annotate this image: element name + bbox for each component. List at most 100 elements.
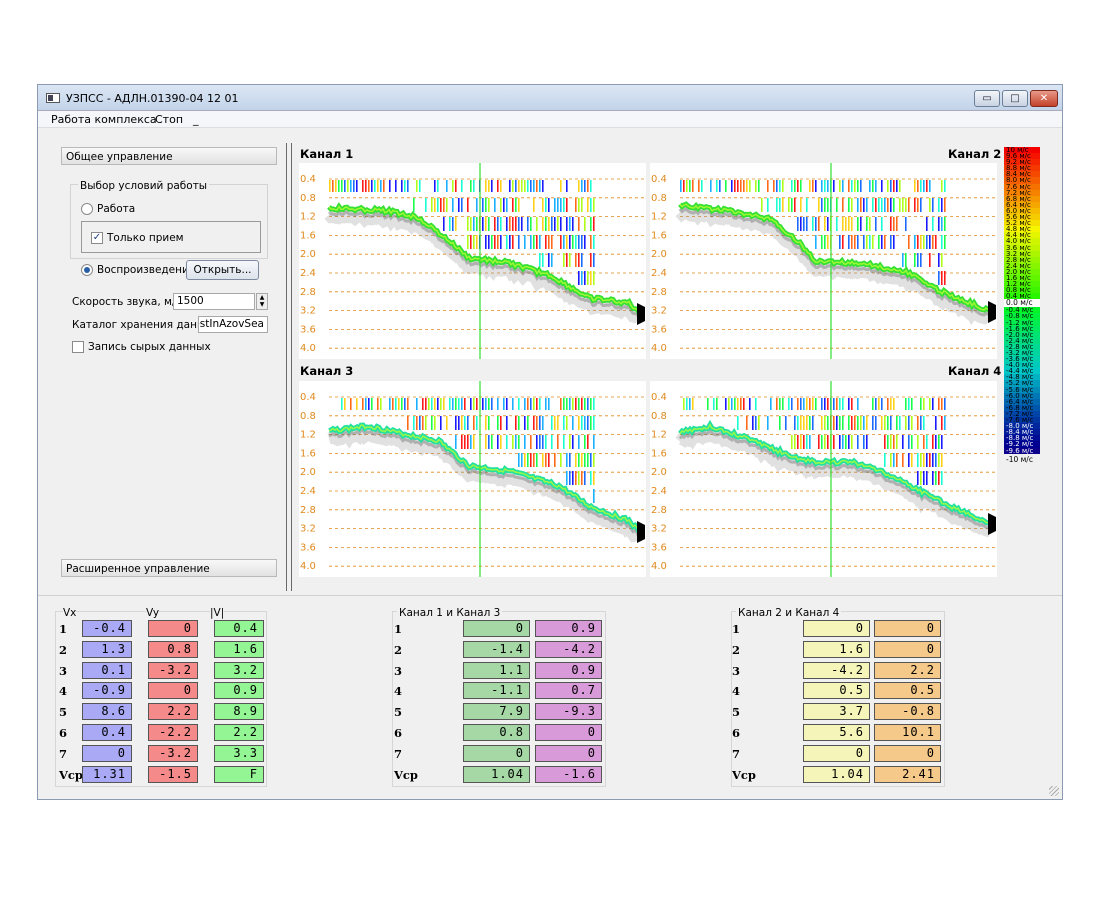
channel-3-plot[interactable]: 0.4 0.8 1.2 1.6 2.0 2.4 2.8 3.2 3.6 4.0 — [299, 381, 646, 577]
velocity-stripe — [527, 453, 529, 467]
velocity-stripe — [785, 198, 787, 212]
catalog-input[interactable]: testInAzovSea/ — [198, 316, 268, 333]
velocity-stripe — [848, 435, 850, 449]
raw-data-checkbox[interactable] — [72, 341, 84, 353]
resize-grip[interactable] — [1049, 786, 1059, 796]
open-button[interactable]: Открыть... — [186, 260, 259, 280]
channel-2-plot[interactable]: 0.4 0.8 1.2 1.6 2.0 2.4 2.8 3.2 3.6 4.0 — [650, 163, 997, 359]
row-label: 5 — [59, 705, 68, 720]
seabed-highlight — [679, 423, 991, 525]
seabed-shadow — [327, 208, 641, 319]
legend-item: 1.6 м/с — [1004, 274, 1040, 282]
velocity-stripe — [884, 235, 886, 249]
velocity-stripe — [476, 217, 478, 231]
depth-tick-label: 2.4 — [300, 486, 316, 497]
seabed-shadow — [328, 428, 641, 538]
velocity-stripe — [572, 416, 574, 430]
velocity-stripe — [446, 398, 448, 410]
velocity-stripe — [428, 398, 430, 410]
playback-radio[interactable] — [81, 264, 93, 276]
maximize-button[interactable]: □ — [1002, 90, 1028, 107]
depth-tick-label: 1.2 — [651, 430, 667, 441]
depth-tick-label: 3.2 — [651, 306, 667, 317]
minimize-button[interactable]: ▭ — [974, 90, 1000, 107]
velocity-stripe — [818, 217, 820, 231]
velocity-stripe — [755, 180, 757, 192]
receive-only-checkbox[interactable]: ✓ — [91, 232, 103, 244]
velocity-stripe — [773, 398, 775, 410]
velocity-stripe — [800, 198, 802, 212]
vy-value: -1.5 — [148, 765, 198, 783]
velocity-stripe — [749, 180, 751, 192]
depth-tick-label: 2.0 — [300, 467, 316, 478]
velocity-stripe — [455, 435, 457, 449]
velocity-stripe — [467, 435, 469, 449]
velocity-stripe — [485, 217, 487, 231]
sound-speed-input[interactable]: 1500 — [173, 293, 255, 310]
depth-tick-label: 2.8 — [651, 287, 667, 298]
depth-tick-label: 2.8 — [300, 505, 316, 516]
menu-item-work[interactable]: Работа комплекса — [51, 113, 157, 126]
menu-item-extra[interactable]: _ — [193, 113, 199, 126]
sound-speed-spinner[interactable]: ▲ ▼ — [256, 293, 268, 310]
velocity-stripe — [569, 235, 571, 249]
velocity-stripe — [944, 180, 946, 192]
channel-2-4-value-b: -0.8 — [874, 703, 941, 721]
velocity-stripe — [881, 398, 883, 410]
depth-tick-label: 1.6 — [651, 230, 667, 241]
velocity-stripe — [842, 198, 844, 212]
velocity-stripe — [497, 217, 499, 231]
velocity-stripe — [707, 398, 709, 410]
velocity-stripe — [794, 435, 796, 449]
legend-item: 2.4 м/с — [1004, 262, 1040, 269]
depth-tick-label: 1.6 — [300, 448, 316, 459]
velocity-stripe — [566, 180, 568, 192]
velocity-stripe — [908, 198, 910, 212]
velocity-stripe — [863, 435, 865, 449]
velocity-stripe — [908, 435, 910, 449]
velocity-stripe — [833, 180, 835, 192]
depth-tick-label: 3.6 — [300, 542, 316, 553]
advanced-control-button[interactable]: Расширенное управление — [61, 559, 277, 577]
velocity-stripe — [578, 198, 580, 212]
close-button[interactable]: ✕ — [1030, 90, 1058, 107]
velocity-stripe — [917, 453, 919, 467]
splitter-line[interactable] — [291, 143, 292, 591]
velocity-stripe — [566, 198, 568, 212]
legend-item: -1.6 м/с — [1004, 325, 1040, 332]
velocity-stripe — [545, 235, 547, 249]
channel-4-plot[interactable]: 0.4 0.8 1.2 1.6 2.0 2.4 2.8 3.2 3.6 4.0 — [650, 381, 997, 577]
velocity-stripe — [902, 198, 904, 212]
velocity-stripe — [812, 416, 814, 430]
velocity-stripe — [419, 198, 421, 212]
velocity-stripe — [881, 180, 883, 192]
velocity-stripe — [929, 398, 931, 410]
velocity-stripe — [743, 180, 745, 192]
general-control-button[interactable]: Общее управление — [61, 147, 277, 165]
velocity-stripe — [512, 198, 514, 212]
splitter-line[interactable] — [286, 143, 287, 591]
velocity-stripe — [866, 198, 868, 212]
channel-2-4-value-a: 0 — [803, 620, 870, 637]
velocity-stripe — [815, 235, 817, 249]
velocity-stripe — [917, 180, 919, 192]
velocity-stripe — [824, 416, 826, 430]
depth-tick-label: 3.2 — [300, 524, 316, 535]
seabed-highlight — [328, 424, 640, 533]
velocity-stripe — [530, 180, 532, 192]
legend-item: 6.4 м/с — [1004, 201, 1040, 208]
velocity-stripe — [890, 453, 892, 467]
menu-item-stop[interactable]: Стоп — [155, 113, 184, 126]
velocity-stripe — [485, 398, 487, 410]
v-abs-value: 3.3 — [214, 744, 264, 762]
velocity-stripe — [560, 180, 562, 192]
velocity-stripe — [743, 398, 745, 410]
work-radio[interactable] — [81, 203, 93, 215]
velocity-stripe — [815, 217, 817, 231]
velocity-stripe — [590, 471, 592, 485]
velocity-stripe — [920, 471, 922, 485]
channel-1-3-value-a: 0 — [463, 744, 530, 762]
channel-1-plot[interactable]: 0.4 0.8 1.2 1.6 2.0 2.4 2.8 3.2 3.6 4.0 — [299, 163, 646, 359]
velocity-stripe — [680, 180, 682, 192]
velocity-stripe — [818, 198, 820, 212]
